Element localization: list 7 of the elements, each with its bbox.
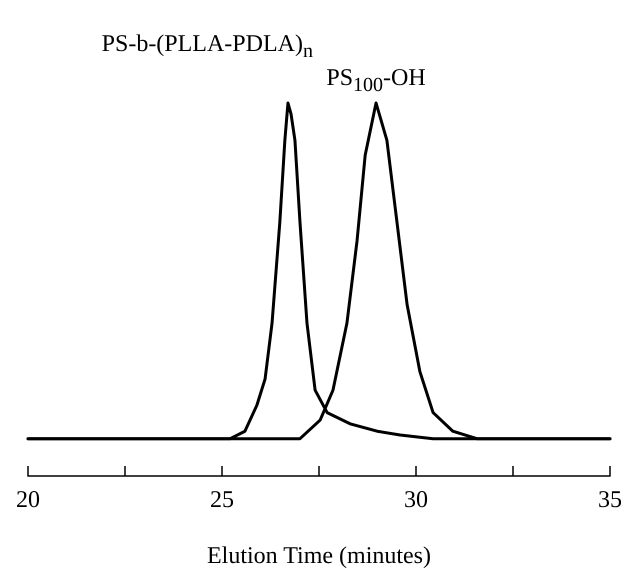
- x-tick-label: 30: [404, 487, 428, 513]
- x-tick-label: 35: [598, 487, 622, 513]
- series-label: PS$_{100}$-OH: [326, 65, 426, 96]
- x-axis-title: Elution Time (minutes): [206, 543, 432, 569]
- x-tick-label: 20: [16, 487, 40, 513]
- x-tick-label: 25: [210, 487, 234, 513]
- text: PS-b-(PLLA-PDLA)$_{n}$: [102, 31, 313, 62]
